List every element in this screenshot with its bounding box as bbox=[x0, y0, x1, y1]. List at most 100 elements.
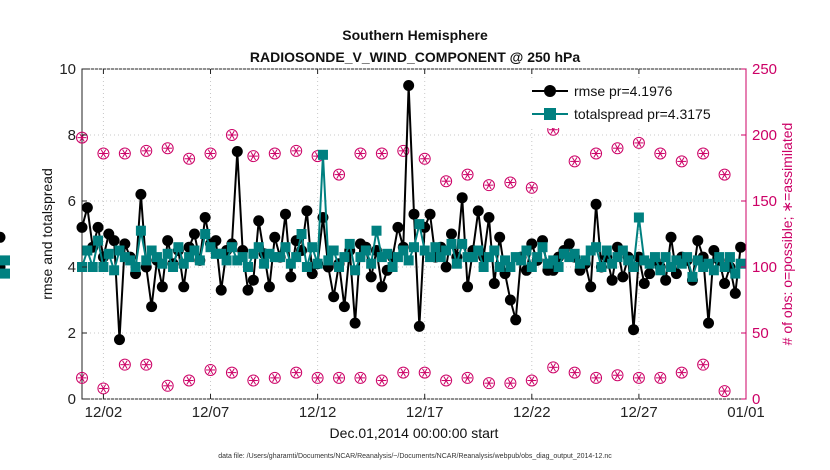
totalspread-point bbox=[419, 245, 430, 256]
obs-assimilated-star-stroke bbox=[336, 170, 342, 179]
totalspread-point bbox=[323, 255, 334, 266]
obs-possible-circle bbox=[268, 371, 281, 384]
legend-rmse-label: rmse pr=4.1976 bbox=[574, 83, 673, 99]
obs-assimilated-star-stroke bbox=[507, 379, 514, 388]
rmse-point bbox=[199, 212, 211, 223]
obs-possible-circle bbox=[225, 129, 238, 141]
obs-possible-circle bbox=[97, 382, 110, 395]
totalspread-point bbox=[435, 252, 446, 263]
obs-assimilated-star-stroke bbox=[293, 368, 299, 377]
rmse-point bbox=[392, 221, 404, 233]
y-left-axis-label: rmse and totalspread bbox=[39, 168, 55, 300]
rmse-point bbox=[162, 235, 174, 247]
obs-marker bbox=[654, 147, 667, 160]
obs-possible-circle bbox=[118, 358, 131, 371]
totalspread-point bbox=[103, 248, 114, 259]
totalspread-point bbox=[633, 212, 644, 223]
obs-assimilated-star-stroke bbox=[207, 149, 214, 158]
obs-possible-circle bbox=[183, 152, 196, 165]
rmse-point bbox=[301, 205, 313, 217]
obs-assimilated-star-stroke bbox=[400, 146, 406, 155]
obs-possible-circle bbox=[632, 371, 645, 384]
obs-possible-circle bbox=[547, 361, 560, 374]
totalspread-point bbox=[275, 252, 286, 263]
totalspread-point bbox=[232, 255, 243, 266]
obs-marker bbox=[654, 371, 667, 384]
obs-assimilated-star-stroke bbox=[464, 373, 471, 383]
totalspread-point bbox=[371, 225, 382, 236]
rmse-point bbox=[231, 146, 243, 157]
rmse-point bbox=[338, 301, 350, 313]
totalspread-point bbox=[360, 245, 371, 256]
rmse-point bbox=[424, 208, 436, 220]
totalspread-point bbox=[644, 258, 655, 269]
totalspread-point bbox=[135, 225, 146, 236]
obs-marker bbox=[225, 366, 238, 379]
rmse-point bbox=[703, 317, 715, 329]
rmse-point bbox=[445, 228, 457, 240]
obs-marker bbox=[547, 361, 560, 374]
obs-assimilated-star-stroke bbox=[529, 183, 535, 192]
rmse-line bbox=[81, 85, 742, 340]
totalspread-point bbox=[130, 262, 141, 272]
y-right-tick-label: 250 bbox=[752, 61, 777, 78]
rmse-point bbox=[735, 241, 747, 253]
rmse-point bbox=[113, 334, 125, 346]
y-left-tick-label: 0 bbox=[68, 391, 76, 408]
totalspread-point bbox=[114, 245, 125, 256]
obs-possible-circle bbox=[97, 147, 110, 160]
obs-assimilated-star-stroke bbox=[657, 373, 664, 383]
obs-possible-circle bbox=[568, 366, 581, 379]
rmse-point bbox=[146, 301, 158, 313]
obs-assimilated-star-stroke bbox=[593, 373, 599, 383]
totalspread-point bbox=[93, 235, 104, 246]
rmse-point bbox=[408, 208, 420, 220]
obs-possible-circle bbox=[461, 371, 474, 384]
obs-assimilated-star-stroke bbox=[614, 144, 621, 153]
totalspread-point bbox=[221, 255, 232, 266]
totalspread-point bbox=[312, 258, 323, 269]
totalspread-point bbox=[553, 262, 564, 272]
totalspread-point bbox=[735, 258, 746, 269]
obs-possible-circle bbox=[654, 147, 667, 160]
obs-possible-circle bbox=[675, 366, 688, 379]
obs-marker bbox=[354, 371, 367, 384]
obs-marker bbox=[268, 371, 281, 384]
rmse-point bbox=[269, 231, 281, 243]
obs-assimilated-star-stroke bbox=[422, 154, 428, 163]
obs-marker bbox=[632, 136, 645, 149]
rmse-point bbox=[440, 261, 452, 273]
totalspread-point bbox=[248, 248, 259, 259]
obs-possible-circle bbox=[718, 168, 731, 181]
obs-marker bbox=[482, 179, 495, 192]
rmse-point bbox=[617, 271, 629, 283]
obs-marker bbox=[718, 385, 731, 398]
obs-assimilated-star-stroke bbox=[164, 381, 171, 390]
obs-marker bbox=[525, 374, 538, 387]
totalspread-point bbox=[473, 245, 484, 256]
totalspread-point bbox=[301, 262, 312, 272]
obs-assimilated-star-stroke bbox=[357, 149, 364, 158]
y-right-tick-label: 0 bbox=[752, 391, 760, 408]
totalspread-point bbox=[580, 255, 591, 266]
rmse-point bbox=[719, 278, 731, 289]
obs-marker bbox=[675, 366, 688, 379]
obs-possible-circle bbox=[697, 358, 710, 371]
rmse-point bbox=[504, 294, 516, 306]
y-right-tick-label: 200 bbox=[752, 127, 777, 144]
totalspread-point bbox=[446, 238, 457, 249]
rmse-point bbox=[253, 215, 265, 227]
obs-assimilated-star-stroke bbox=[486, 379, 492, 388]
obs-assimilated-star-stroke bbox=[100, 384, 107, 393]
totalspread-point bbox=[724, 252, 735, 263]
obs-possible-circle bbox=[247, 374, 260, 387]
rmse-point bbox=[456, 192, 468, 204]
totalspread-point bbox=[730, 268, 741, 279]
obs-possible-circle bbox=[76, 371, 88, 384]
totalspread-point bbox=[119, 252, 130, 263]
rmse-point bbox=[665, 231, 677, 243]
obs-marker bbox=[225, 129, 238, 141]
obs-assimilated-star-stroke bbox=[529, 376, 535, 385]
obs-marker bbox=[97, 382, 110, 395]
totalspread-point bbox=[596, 262, 607, 272]
